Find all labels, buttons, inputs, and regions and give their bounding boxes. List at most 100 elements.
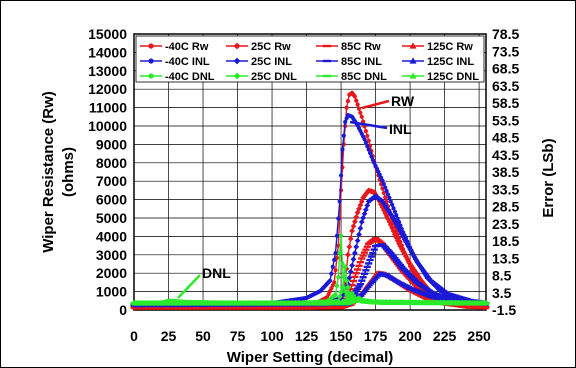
- data-point: [482, 304, 490, 310]
- y-right-tick-label: -1.5: [492, 302, 516, 318]
- data-point: [371, 189, 378, 196]
- data-point: [390, 215, 397, 222]
- y-left-tick-label: 13000: [88, 63, 127, 79]
- y-left-tick-label: 5000: [96, 210, 127, 226]
- x-tick-label: 125: [295, 328, 319, 344]
- data-point: [403, 238, 409, 245]
- data-point: [355, 102, 360, 107]
- legend-item: -40C DNL: [140, 71, 215, 83]
- data-point: [383, 204, 390, 211]
- data-point: [398, 245, 405, 252]
- data-point: [337, 199, 342, 204]
- data-point: [356, 260, 364, 264]
- data-point: [362, 269, 370, 272]
- data-point: [354, 209, 361, 216]
- data-point: [358, 279, 366, 282]
- data-point: [380, 244, 388, 248]
- y-left-tick-label: 10000: [88, 118, 127, 134]
- data-point: [366, 258, 374, 262]
- data-point: [358, 257, 366, 260]
- data-point: [346, 243, 353, 250]
- data-point: [405, 272, 413, 276]
- data-point: [412, 279, 420, 283]
- data-point: [337, 250, 342, 256]
- data-point: [355, 264, 363, 268]
- legend-item: 125C Rw: [402, 41, 473, 53]
- annotation-arrow: [349, 120, 388, 130]
- data-point: [365, 144, 370, 149]
- data-point: [391, 206, 396, 211]
- x-tick-label: 25: [161, 328, 177, 344]
- legend-label: 125C INL: [427, 56, 474, 68]
- data-point: [407, 261, 413, 267]
- data-point: [392, 209, 397, 214]
- legend-item: 85C Rw: [316, 41, 381, 53]
- data-point: [354, 268, 362, 271]
- data-point: [394, 237, 401, 244]
- data-point: [385, 192, 391, 197]
- data-point: [394, 213, 399, 218]
- annotation-arrow: [177, 274, 201, 299]
- data-point: [334, 283, 340, 288]
- data-point: [388, 199, 393, 204]
- legend-item: 85C INL: [316, 56, 382, 68]
- data-point: [381, 246, 389, 249]
- data-point: [356, 106, 362, 111]
- y-left-tick-label: 0: [119, 302, 127, 318]
- data-point: [390, 202, 395, 207]
- data-point: [348, 283, 356, 287]
- data-point: [400, 268, 409, 272]
- data-point: [358, 219, 365, 225]
- legend-item: 25C INL: [226, 56, 292, 68]
- data-point: [345, 251, 351, 258]
- data-point: [365, 262, 373, 265]
- annotation-rw: RW: [361, 93, 415, 110]
- x-axis-ticks: 0 25 50 75 100 125 150 175 200 225 250: [130, 328, 491, 344]
- data-point: [358, 110, 363, 115]
- data-point: [330, 264, 335, 269]
- legend: -40C Rw 25C Rw 85C Rw 125C Rw -40C INL 25C IN…: [135, 35, 485, 83]
- y-right-tick-label: 73.5: [492, 43, 519, 59]
- data-point: [361, 119, 366, 124]
- annotation-arrow: [361, 99, 390, 110]
- data-point: [394, 260, 402, 263]
- legend-label: 25C DNL: [251, 71, 297, 83]
- data-point: [399, 267, 407, 270]
- data-point: [412, 283, 420, 286]
- data-point: [349, 262, 356, 269]
- data-point: [359, 254, 367, 257]
- y-left-tick-label: 6000: [96, 192, 127, 208]
- data-point: [363, 191, 369, 197]
- left-axis-ticks: 0 1000 2000 3000 4000 5000 6000 7000 8000 9000 100…: [88, 26, 127, 318]
- data-point: [344, 116, 349, 121]
- x-tick-label: 75: [230, 328, 246, 344]
- y-right-tick-label: 18.5: [492, 233, 519, 249]
- y-axis-left-title-line1: Wiper Resistance (Rw): [40, 91, 57, 253]
- data-point: [358, 198, 365, 205]
- x-tick-label: 225: [433, 328, 457, 344]
- data-point: [406, 274, 414, 277]
- data-point: [387, 195, 392, 200]
- data-point: [367, 150, 373, 156]
- y-right-tick-label: 78.5: [492, 26, 519, 42]
- legend-item: -40C Rw: [140, 41, 209, 53]
- y-right-tick-label: 8.5: [492, 268, 512, 284]
- data-point: [357, 225, 364, 232]
- data-point: [354, 287, 362, 290]
- data-point: [363, 265, 371, 269]
- data-point: [402, 270, 410, 273]
- data-point: [344, 298, 352, 301]
- data-point: [384, 249, 392, 252]
- legend-box: [135, 35, 485, 83]
- annotation-inl: INL: [349, 120, 412, 137]
- annotation-dnl: DNL: [177, 265, 231, 299]
- y-right-tick-label: 3.5: [492, 285, 512, 301]
- data-point: [363, 245, 371, 248]
- y-right-tick-label: 53.5: [492, 112, 519, 128]
- data-point: [395, 216, 400, 221]
- data-point: [333, 268, 338, 273]
- y-left-tick-label: 14000: [88, 44, 127, 60]
- data-point: [359, 114, 364, 119]
- y-right-tick-label: 38.5: [492, 164, 519, 180]
- y-right-tick-label: 63.5: [492, 78, 519, 94]
